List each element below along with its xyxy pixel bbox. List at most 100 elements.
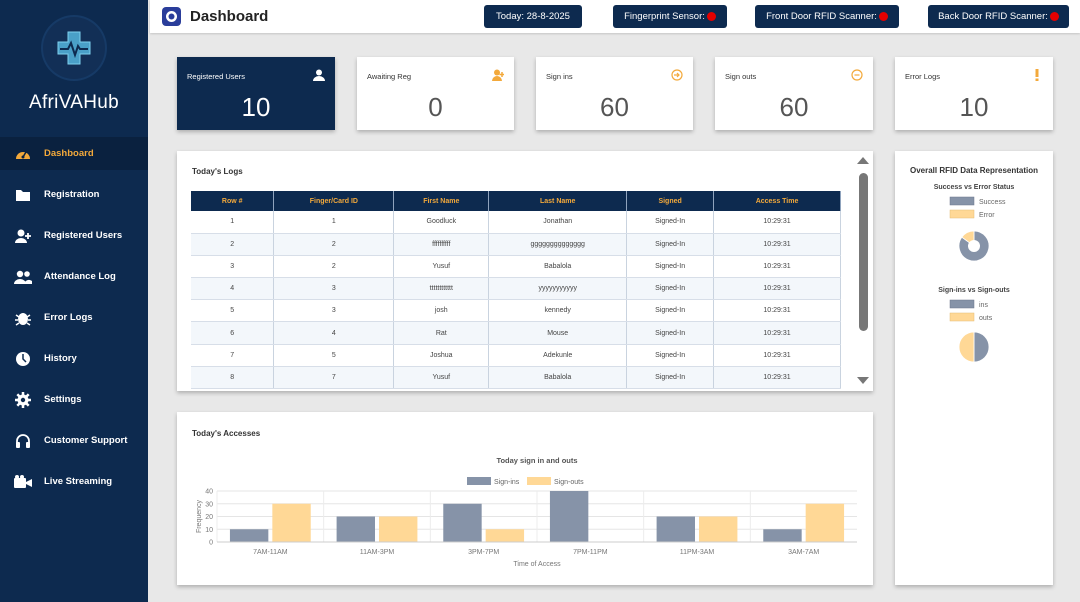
table-row[interactable]: 3 2 Yusuf Babalola Signed-In 10:29:31	[191, 255, 841, 279]
sidebar-item-label: Registration	[44, 189, 100, 200]
scroll-down-icon[interactable]	[857, 377, 869, 384]
bar	[485, 529, 525, 542]
scroll-up-icon[interactable]	[857, 157, 869, 164]
table-cell: yyyyyyyyyyy	[488, 277, 628, 301]
table-cell: Jonathan	[488, 211, 628, 234]
column-header[interactable]: Last Name	[488, 191, 628, 211]
stat-card-awaiting-reg[interactable]: Awaiting Reg 0	[357, 57, 514, 130]
x-tick-label: 3AM-7AM	[788, 549, 819, 556]
column-header[interactable]: Access Time	[713, 191, 841, 211]
logs-table: Row # Finger/Card ID First Name Last Nam…	[191, 191, 841, 390]
legend-label: Sign-outs	[554, 479, 584, 486]
table-row[interactable]: 1 1 Goodluck Jonathan Signed-In 10:29:31	[191, 211, 841, 234]
headset-icon	[13, 432, 33, 450]
video-icon	[13, 473, 33, 491]
table-row[interactable]: 6 4 Rat Mouse Signed-In 10:29:31	[191, 321, 841, 345]
table-cell: 4	[191, 277, 275, 301]
y-axis-label: Frequency	[196, 499, 203, 533]
legend-label: outs	[979, 315, 993, 322]
y-tick-label: 10	[205, 527, 213, 534]
column-header[interactable]: Row #	[191, 191, 275, 211]
user-plus-icon	[492, 69, 504, 81]
table-cell: 8	[191, 366, 275, 390]
status-indicator-icon	[878, 12, 888, 21]
sidebar: AfriVAHub Dashboard Registration Registe…	[0, 0, 148, 602]
legend-swatch	[949, 299, 975, 309]
x-tick-label: 11AM-3PM	[360, 549, 395, 556]
table-cell: 1	[273, 211, 395, 234]
stat-value: 10	[959, 92, 989, 122]
table-cell: tttttttttttt	[393, 277, 490, 301]
table-cell: 5	[273, 344, 395, 367]
y-tick-label: 0	[209, 540, 213, 547]
status-indicator-icon	[706, 12, 716, 21]
dashboard-icon	[13, 145, 33, 163]
bar	[336, 516, 375, 542]
sidebar-item-customer-support[interactable]: Customer Support	[0, 424, 148, 457]
table-cell: Signed-In	[626, 277, 715, 301]
legend-swatch	[949, 209, 975, 219]
legend-label: Success	[979, 199, 1006, 206]
donut-hole	[968, 240, 980, 252]
fingerprint-sensor-status[interactable]: Fingerprint Sensor:	[613, 5, 727, 28]
sidebar-item-dashboard[interactable]: Dashboard	[0, 137, 148, 170]
table-row[interactable]: 7 5 Joshua Adekunle Signed-In 10:29:31	[191, 344, 841, 367]
stat-card-sign-ins[interactable]: Sign ins 60	[536, 57, 693, 130]
table-cell: 7	[273, 366, 395, 390]
clock-icon	[13, 350, 33, 368]
table-row[interactable]: 5 3 josh kennedy Signed-In 10:29:31	[191, 299, 841, 323]
sidebar-item-registration[interactable]: Registration	[0, 178, 148, 211]
y-tick-label: 30	[205, 501, 213, 508]
stat-card-registered-users[interactable]: Registered Users 10	[177, 57, 335, 130]
sidebar-item-label: Dashboard	[44, 148, 94, 159]
access-bar-chart: Today sign in and outs Sign-ins Sign-outs 0…	[196, 456, 857, 568]
table-cell: 5	[191, 299, 275, 323]
bar	[763, 529, 802, 542]
pie-slice	[958, 331, 975, 363]
stat-value: 60	[600, 92, 629, 122]
table-cell: Signed-In	[626, 321, 715, 345]
table-row[interactable]: 8 7 Yusuf Babalola Signed-In 10:29:31	[191, 366, 841, 390]
table-cell: 2	[191, 233, 275, 256]
table-cell: 6	[191, 321, 275, 345]
exclamation-icon	[1035, 69, 1039, 81]
column-header[interactable]: First Name	[393, 191, 490, 211]
sidebar-item-registered-users[interactable]: Registered Users	[0, 219, 148, 252]
status-indicator-icon	[1049, 12, 1059, 21]
sidebar-item-live-streaming[interactable]: Live Streaming	[0, 465, 148, 498]
panel-title: Today's Accesses	[192, 429, 261, 438]
table-cell: 3	[191, 255, 275, 279]
sidebar-item-error-logs[interactable]: Error Logs	[0, 301, 148, 334]
front-door-scanner-status[interactable]: Front Door RFID Scanner:	[755, 5, 899, 28]
gear-icon	[13, 391, 33, 409]
sidebar-item-history[interactable]: History	[0, 342, 148, 375]
scrollbar-thumb[interactable]	[859, 173, 868, 331]
stat-card-error-logs[interactable]: Error Logs 10	[895, 57, 1053, 130]
table-cell: Signed-In	[626, 299, 715, 323]
rfid-pie-charts: Success vs Error Status Success Error Sign-…	[934, 184, 1015, 363]
sidebar-item-attendance-log[interactable]: Attendance Log	[0, 260, 148, 293]
pie-title: Sign-ins vs Sign-outs	[938, 287, 1010, 294]
sidebar-item-settings[interactable]: Settings	[0, 383, 148, 416]
logs-table-body: 1 1 Goodluck Jonathan Signed-In 10:29:31 2 2 ff…	[191, 211, 841, 390]
column-header[interactable]: Finger/Card ID	[273, 191, 395, 211]
folder-icon	[13, 186, 33, 204]
column-header[interactable]: Signed	[626, 191, 715, 211]
table-cell: Signed-In	[626, 366, 715, 390]
table-cell: 10:29:31	[713, 299, 841, 323]
table-cell: Signed-In	[626, 255, 715, 279]
stat-label: Sign outs	[725, 72, 757, 81]
table-row[interactable]: 4 3 tttttttttttt yyyyyyyyyyy Signed-In 10:29:…	[191, 277, 841, 301]
table-cell: Signed-In	[626, 233, 715, 256]
pie-title: Success vs Error Status	[934, 184, 1015, 191]
table-row[interactable]: 2 2 ffffffffff gggggggggggggg Signed-In 10:29…	[191, 233, 841, 256]
stat-card-sign-outs[interactable]: Sign outs 60	[715, 57, 873, 130]
back-door-scanner-status[interactable]: Back Door RFID Scanner:	[928, 5, 1069, 28]
sign-out-icon	[851, 69, 863, 81]
bar	[656, 516, 695, 542]
chart-title: Today sign in and outs	[496, 456, 577, 465]
y-tick-label: 40	[205, 489, 213, 496]
table-cell: Yusuf	[393, 366, 490, 390]
table-cell: Goodluck	[393, 211, 490, 234]
stat-label: Registered Users	[187, 72, 245, 81]
